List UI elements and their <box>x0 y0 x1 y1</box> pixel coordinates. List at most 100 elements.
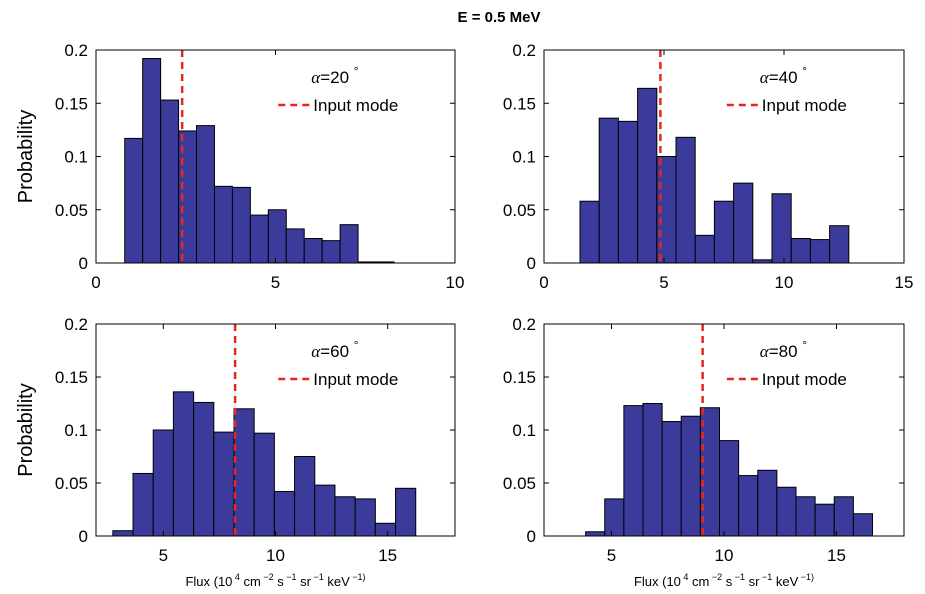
histogram-bar <box>334 496 356 537</box>
histogram-bar <box>193 401 215 537</box>
histogram-bar <box>661 421 682 537</box>
histogram-bar <box>231 186 251 264</box>
y-tick-label: 0.05 <box>55 474 88 493</box>
histogram-bar <box>160 99 180 264</box>
legend-input-mode-label: Input mode <box>762 96 847 115</box>
x-tick-label: 15 <box>895 273 914 292</box>
histogram-bar <box>771 193 792 264</box>
histogram-bar <box>124 137 144 264</box>
x-tick-label: 10 <box>715 546 734 565</box>
histogram-bar <box>172 391 195 537</box>
histogram-bar <box>757 469 778 537</box>
histogram-bar <box>675 136 696 264</box>
histogram-bar <box>790 238 811 264</box>
histogram-bar <box>598 117 619 264</box>
histogram-bar <box>112 530 134 537</box>
histogram-bar <box>604 498 625 537</box>
histogram-bar <box>719 440 740 537</box>
histogram-bar <box>833 496 854 537</box>
histogram-bar <box>314 484 336 537</box>
histogram-bar <box>733 182 754 264</box>
histogram-bar <box>680 415 701 537</box>
legend-alpha-label: α=20 ° <box>311 64 359 87</box>
y-tick-label: 0.1 <box>512 421 536 440</box>
histogram-bar <box>694 234 715 264</box>
y-tick-label: 0.2 <box>512 41 536 60</box>
histogram-bar <box>339 224 359 264</box>
y-tick-label: 0 <box>79 527 88 546</box>
histogram-bar <box>637 87 658 264</box>
histogram-bar <box>617 120 639 264</box>
histogram-bar <box>713 200 735 264</box>
x-tick-label: 5 <box>271 273 280 292</box>
histogram-bar <box>795 496 816 537</box>
legend-input-mode-label: Input mode <box>313 96 398 115</box>
y-tick-label: 0.15 <box>503 94 536 113</box>
x-tick-label: 0 <box>91 273 100 292</box>
x-tick-label: 10 <box>775 273 794 292</box>
histogram-bar <box>294 456 316 537</box>
y-axis-label: Probability <box>15 110 37 203</box>
y-tick-label: 0 <box>79 254 88 273</box>
x-tick-label: 5 <box>607 546 616 565</box>
legend-alpha-label: α=60 ° <box>311 338 359 361</box>
histogram-bar <box>321 240 341 264</box>
histogram-bar <box>253 432 275 537</box>
panel-top-right: 0 0.05 0.1 0.15 0.2 0 5 10 15 α=40 ° Input mode <box>503 41 914 292</box>
y-tick-label: 0.05 <box>503 474 536 493</box>
histogram-bar <box>852 513 873 537</box>
legend-input-mode-label: Input mode <box>762 370 847 389</box>
y-tick-label: 0.15 <box>55 368 88 387</box>
histogram-bar <box>132 472 154 537</box>
y-tick-label: 0.1 <box>512 148 536 167</box>
x-tick-label: 15 <box>827 546 846 565</box>
y-tick-label: 0 <box>527 254 536 273</box>
x-tick-label: 10 <box>446 273 465 292</box>
histogram-bar <box>273 490 296 537</box>
x-tick-label: 15 <box>378 546 397 565</box>
y-tick-label: 0.05 <box>503 201 536 220</box>
legend-alpha-label: α=80 ° <box>760 338 808 361</box>
y-tick-label: 0.15 <box>55 94 88 113</box>
y-tick-label: 0 <box>527 527 536 546</box>
histogram-bar <box>233 408 255 537</box>
histogram-bar <box>623 405 644 537</box>
histogram-bar <box>395 487 417 537</box>
y-tick-label: 0.2 <box>64 41 88 60</box>
histogram-bar <box>829 225 850 264</box>
x-axis-label: Flux (10 4 cm −2 s −1 sr −1 keV −1) <box>634 572 814 589</box>
y-tick-label: 0.05 <box>55 201 88 220</box>
legend-alpha-label: α=40 ° <box>760 64 808 87</box>
panel-top-left: 0 0.05 0.1 0.15 0.2 0 5 10 Probability α=20 ° Inpu… <box>15 41 464 292</box>
x-axis-label: Flux (10 4 cm −2 s −1 sr −1 keV −1) <box>185 572 365 589</box>
histogram-bar <box>142 58 162 264</box>
histogram-bar <box>738 475 759 537</box>
histogram-bar <box>213 185 233 264</box>
y-tick-label: 0.2 <box>64 315 88 334</box>
histogram-bar <box>213 431 235 537</box>
histogram-bar <box>354 498 376 537</box>
panel-bottom-left: 0 0.05 0.1 0.15 0.2 5 10 15 Probability Flux (10 … <box>15 315 456 589</box>
histogram-bar <box>642 403 663 537</box>
histogram-bar <box>776 486 797 537</box>
histogram-bar <box>285 228 305 264</box>
legend-input-mode-label: Input mode <box>313 370 398 389</box>
x-tick-label: 5 <box>159 546 168 565</box>
y-tick-label: 0.2 <box>512 315 536 334</box>
histogram-bar <box>814 503 835 537</box>
x-tick-label: 5 <box>659 273 668 292</box>
histogram-bar <box>579 200 600 264</box>
histogram-bar <box>809 239 831 264</box>
figure-title: E = 0.5 MeV <box>458 9 541 26</box>
histogram-bar <box>303 238 323 264</box>
histogram-bar <box>585 531 606 537</box>
histogram-bar <box>249 214 269 264</box>
histogram-bar <box>374 522 397 537</box>
histogram-bar <box>267 209 287 264</box>
x-tick-label: 0 <box>539 273 548 292</box>
panel-bottom-right: 0 0.05 0.1 0.15 0.2 5 10 15 Flux (10 4 cm −2 s −… <box>503 315 905 589</box>
y-tick-label: 0.15 <box>503 368 536 387</box>
histogram-bar <box>196 125 215 264</box>
y-tick-label: 0.1 <box>64 421 88 440</box>
